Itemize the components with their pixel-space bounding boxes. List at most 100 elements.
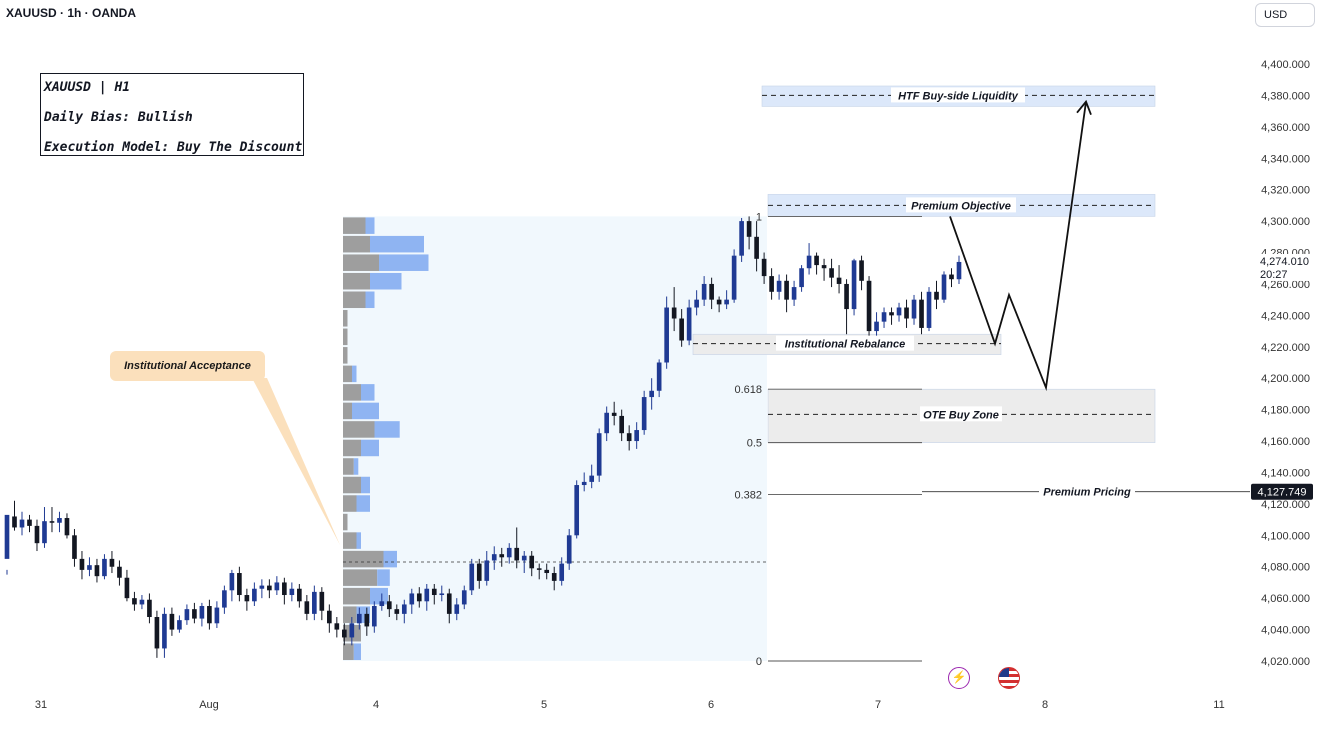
- volume-bar-down: [343, 588, 370, 605]
- candle-body: [694, 300, 699, 308]
- candle-body: [912, 300, 917, 319]
- candle-body: [102, 559, 107, 576]
- candle-body: [777, 281, 782, 292]
- candle-body: [5, 515, 10, 559]
- y-tick-label: 4,380.000: [1261, 90, 1310, 102]
- candle-body: [897, 308, 902, 316]
- y-tick-label: 4,080.000: [1261, 562, 1310, 574]
- candle-body: [424, 589, 429, 602]
- volume-bar-up: [361, 384, 375, 401]
- y-tick-label: 4,300.000: [1261, 216, 1310, 228]
- candle-body: [679, 319, 684, 341]
- candle-body: [305, 601, 310, 614]
- volume-bar-up: [375, 421, 400, 438]
- candle-body: [394, 609, 399, 614]
- candle-body: [327, 611, 332, 624]
- y-tick-label: 4,240.000: [1261, 310, 1310, 322]
- y-tick-label: 4,180.000: [1261, 405, 1310, 417]
- currency-button[interactable]: USD: [1255, 3, 1315, 27]
- institutional-acceptance-callout: Institutional Acceptance: [110, 351, 265, 381]
- x-tick-label: 11: [1213, 699, 1224, 711]
- candle-body: [57, 518, 62, 523]
- candle-body: [657, 363, 662, 391]
- candle-body: [507, 548, 512, 557]
- candle-body: [132, 598, 137, 604]
- volume-bar-down: [343, 514, 348, 531]
- candle-body: [125, 578, 130, 598]
- premium-pricing-price-label: 4,127.749: [1258, 487, 1307, 499]
- ote-buy-zone-label: OTE Buy Zone: [923, 409, 999, 421]
- volume-bar-up: [370, 236, 424, 253]
- volume-bar-down: [343, 551, 384, 568]
- candle-body: [769, 276, 774, 292]
- info-daily-bias: Daily Bias: Bullish: [44, 106, 303, 136]
- htf-liquidity-label: HTF Buy-side Liquidity: [898, 90, 1019, 102]
- candle-body: [762, 259, 767, 276]
- candle-body: [882, 312, 887, 321]
- x-tick-label: 5: [541, 699, 547, 711]
- candle-body: [552, 573, 557, 581]
- candle-body: [522, 556, 527, 561]
- info-execution-model: Execution Model: Buy The Discount: [44, 136, 303, 166]
- lightning-icon[interactable]: ⚡: [948, 667, 970, 689]
- x-tick-label: 4: [373, 699, 379, 711]
- candle-body: [739, 221, 744, 256]
- volume-bar-down: [343, 440, 361, 457]
- candle-body: [379, 601, 384, 606]
- candle-body: [604, 413, 609, 433]
- candle-body: [754, 237, 759, 259]
- volume-bar-down: [343, 291, 366, 308]
- volume-profile-area: [343, 216, 767, 661]
- candle-body: [42, 521, 47, 543]
- candle-body: [462, 590, 467, 604]
- volume-bar-up: [357, 532, 362, 549]
- volume-bar-up: [357, 495, 371, 512]
- volume-bar-down: [343, 236, 370, 253]
- candle-body: [215, 608, 220, 624]
- candle-body: [297, 589, 302, 602]
- candle-body: [949, 275, 954, 280]
- candle-body: [844, 284, 849, 309]
- y-tick-label: 4,320.000: [1261, 185, 1310, 197]
- candle-body: [447, 593, 452, 613]
- volume-bar-up: [377, 569, 390, 586]
- candle-body: [889, 312, 894, 315]
- volume-bar-down: [343, 403, 352, 420]
- volume-bar-down: [343, 458, 354, 475]
- volume-bar-down: [343, 329, 348, 346]
- candle-body: [717, 300, 722, 305]
- premium-objective-label: Premium Objective: [911, 200, 1011, 212]
- volume-bar-down: [343, 606, 357, 623]
- candle-body: [357, 614, 362, 623]
- candle-body: [904, 308, 909, 319]
- candle-body: [72, 535, 77, 559]
- candle-body: [634, 430, 639, 441]
- symbol-title: XAUUSD · 1h · OANDA: [6, 6, 136, 20]
- candle-body: [957, 262, 962, 279]
- volume-bar-up: [354, 643, 361, 660]
- candle-body: [335, 623, 340, 629]
- volume-bar-up: [352, 403, 379, 420]
- candle-body: [597, 433, 602, 475]
- candle-body: [567, 535, 572, 563]
- candle-body: [927, 292, 932, 328]
- candle-body: [140, 600, 145, 605]
- fib-level-label: 0.382: [734, 489, 762, 501]
- volume-bar-up: [352, 366, 357, 383]
- candle-body: [732, 256, 737, 300]
- candle-body: [822, 265, 827, 268]
- candle-body: [559, 564, 564, 581]
- candle-body: [267, 586, 272, 591]
- candle-body: [619, 416, 624, 433]
- candle-body: [574, 485, 579, 535]
- candle-body: [282, 582, 287, 595]
- candle-body: [477, 564, 482, 581]
- candle-body: [162, 614, 167, 649]
- y-tick-label: 4,020.000: [1261, 656, 1310, 668]
- us-flag-icon[interactable]: [998, 667, 1020, 689]
- candle-body: [874, 322, 879, 331]
- candle-body: [627, 433, 632, 441]
- candle-body: [342, 630, 347, 638]
- candle-body: [409, 593, 414, 604]
- x-tick-label: 8: [1042, 699, 1048, 711]
